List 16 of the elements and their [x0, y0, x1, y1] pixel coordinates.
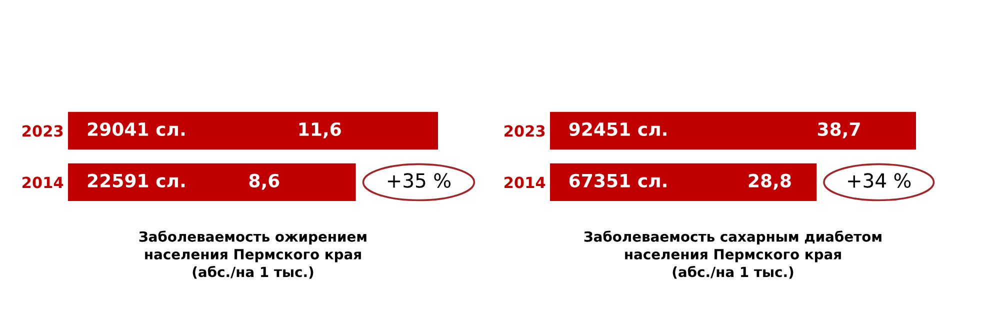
y-tick-label: 2023 [504, 125, 545, 137]
text: Заболеваемость ожирением населения Пермского края (абс./на 1 тыс.) [139, 230, 366, 279]
data-label: 67351 сл. [569, 174, 666, 188]
data-label: 29041 сл. [88, 122, 185, 136]
annotation: 8,6 [249, 174, 280, 190]
text: Заболеваемость сахарным диабетом населения Пермского края (абс./на 1 тыс.) [584, 230, 882, 279]
annotation: 38,7 [818, 122, 860, 138]
annotation: +34 % [848, 173, 911, 188]
y-tick-label: 2014 [504, 176, 546, 188]
data-label: 92451 сл. [569, 122, 666, 136]
data-label: 22591 сл. [88, 174, 185, 188]
y-tick-label: 2023 [22, 125, 63, 137]
annotation: +35 % [388, 173, 450, 188]
annotation: 11,6 [299, 122, 341, 138]
annotation: 28,8 [748, 174, 791, 190]
y-tick-label: 2014 [22, 176, 64, 188]
